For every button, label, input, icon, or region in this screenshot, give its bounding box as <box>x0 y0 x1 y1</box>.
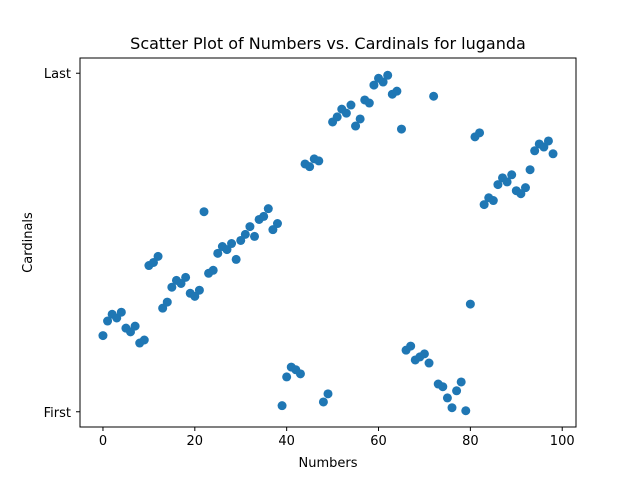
scatter-point <box>429 91 439 101</box>
scatter-point <box>456 377 466 387</box>
scatter-point <box>346 100 356 110</box>
scatter-point <box>295 369 305 379</box>
scatter-point <box>419 349 429 359</box>
scatter-point <box>282 372 292 382</box>
x-tick-label: 80 <box>462 434 479 449</box>
scatter-point <box>116 307 126 317</box>
scatter-point <box>272 219 282 229</box>
scatter-point <box>277 401 287 411</box>
scatter-point <box>263 204 273 214</box>
scatter-point <box>461 406 471 416</box>
scatter-point <box>167 282 177 292</box>
scatter-point <box>548 149 558 159</box>
scatter-point <box>158 303 168 313</box>
scatter-point <box>199 207 209 217</box>
y-axis-ticks: First Last <box>44 67 80 421</box>
x-axis-ticks: 0 20 40 60 80 100 <box>99 427 575 449</box>
scatter-point <box>378 77 388 87</box>
scatter-point <box>341 108 351 118</box>
scatter-point <box>355 114 365 124</box>
scatter-point <box>323 389 333 399</box>
scatter-point <box>213 248 223 258</box>
scatter-point <box>153 251 163 261</box>
scatter-point <box>502 177 512 187</box>
y-axis-label: Cardinals <box>21 212 36 273</box>
scatter-point <box>525 165 535 175</box>
scatter-point <box>530 146 540 156</box>
scatter-point <box>369 80 379 90</box>
scatter-point <box>507 170 517 180</box>
scatter-point <box>190 291 200 301</box>
scatter-point <box>208 265 218 275</box>
x-axis-label: Numbers <box>299 456 358 471</box>
scatter-point <box>438 382 448 392</box>
y-tick-label: First <box>44 406 71 421</box>
scatter-point <box>488 196 498 206</box>
scatter-point <box>103 316 113 326</box>
x-tick-label: 0 <box>99 434 107 449</box>
scatter-point <box>396 124 406 134</box>
scatter-point <box>314 156 324 166</box>
scatter-point <box>130 321 140 331</box>
scatter-point <box>475 128 485 138</box>
scatter-point <box>139 335 149 345</box>
scatter-point <box>465 299 475 309</box>
scatter-point <box>305 162 315 172</box>
y-tick-label: Last <box>44 67 71 82</box>
scatter-point <box>543 136 553 146</box>
scatter-point <box>240 229 250 239</box>
scatter-point <box>231 254 241 264</box>
scatter-point <box>406 341 416 351</box>
scatter-point <box>181 272 191 282</box>
chart-title: Scatter Plot of Numbers vs. Cardinals fo… <box>130 34 526 53</box>
scatter-point <box>520 183 530 193</box>
scatter-point <box>318 397 328 407</box>
scatter-point <box>351 121 361 131</box>
scatter-point <box>245 222 255 232</box>
scatter-point <box>364 98 374 108</box>
scatter-point <box>250 231 260 241</box>
scatter-point <box>259 211 269 221</box>
scatter-point <box>424 358 434 368</box>
x-tick-label: 40 <box>278 434 295 449</box>
scatter-point <box>227 239 237 249</box>
scatter-point <box>383 70 393 80</box>
scatter-point <box>442 393 452 403</box>
scatter-point <box>452 386 462 396</box>
scatter-point <box>162 297 172 307</box>
x-tick-label: 100 <box>550 434 575 449</box>
scatter-point <box>332 112 342 122</box>
x-tick-label: 20 <box>187 434 204 449</box>
scatter-point <box>479 200 489 210</box>
scatter-point <box>392 86 402 96</box>
scatter-point <box>493 180 503 190</box>
scatter-point <box>98 331 108 341</box>
scatter-point <box>268 225 278 235</box>
data-points <box>98 70 558 416</box>
scatter-point <box>447 403 457 413</box>
plot-area-frame <box>79 57 577 428</box>
x-tick-label: 60 <box>370 434 387 449</box>
scatter-point <box>194 285 204 295</box>
scatter-point <box>222 245 232 255</box>
